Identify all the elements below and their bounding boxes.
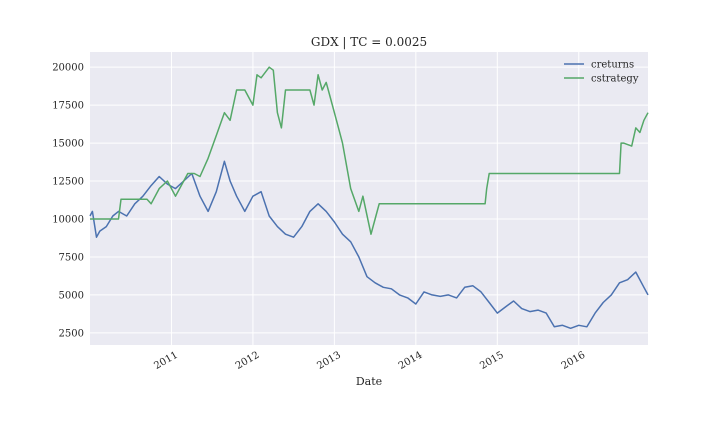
y-tick-label: 20000	[52, 63, 84, 74]
series-line-cstrategy	[90, 66, 649, 235]
x-tick-label: 2016	[560, 350, 588, 372]
legend: creturns cstrategy	[564, 60, 639, 85]
x-tick-label: 2013	[315, 350, 343, 372]
y-tick-label: 17500	[52, 101, 84, 112]
x-axis-title: Date	[356, 375, 382, 388]
y-tick-label: 10000	[52, 214, 84, 225]
y-tick-label: 5000	[59, 290, 84, 301]
plot-area	[90, 52, 648, 345]
x-tick-label: 2015	[478, 350, 506, 372]
y-tick-label: 2500	[59, 328, 84, 339]
x-tick-label: 2011	[152, 350, 180, 372]
series-layer	[89, 66, 649, 330]
x-tick-label: 2012	[234, 350, 262, 372]
legend-label-creturns: creturns	[591, 60, 634, 71]
x-tick-label: 2014	[397, 350, 425, 372]
y-tick-label: 15000	[52, 139, 84, 150]
grid	[90, 52, 648, 345]
series-line-creturns	[89, 160, 649, 330]
y-tick-label: 7500	[59, 252, 84, 263]
legend-label-cstrategy: cstrategy	[591, 74, 639, 85]
chart-title: GDX | TC = 0.0025	[311, 35, 427, 49]
y-tick-label: 12500	[52, 177, 84, 188]
